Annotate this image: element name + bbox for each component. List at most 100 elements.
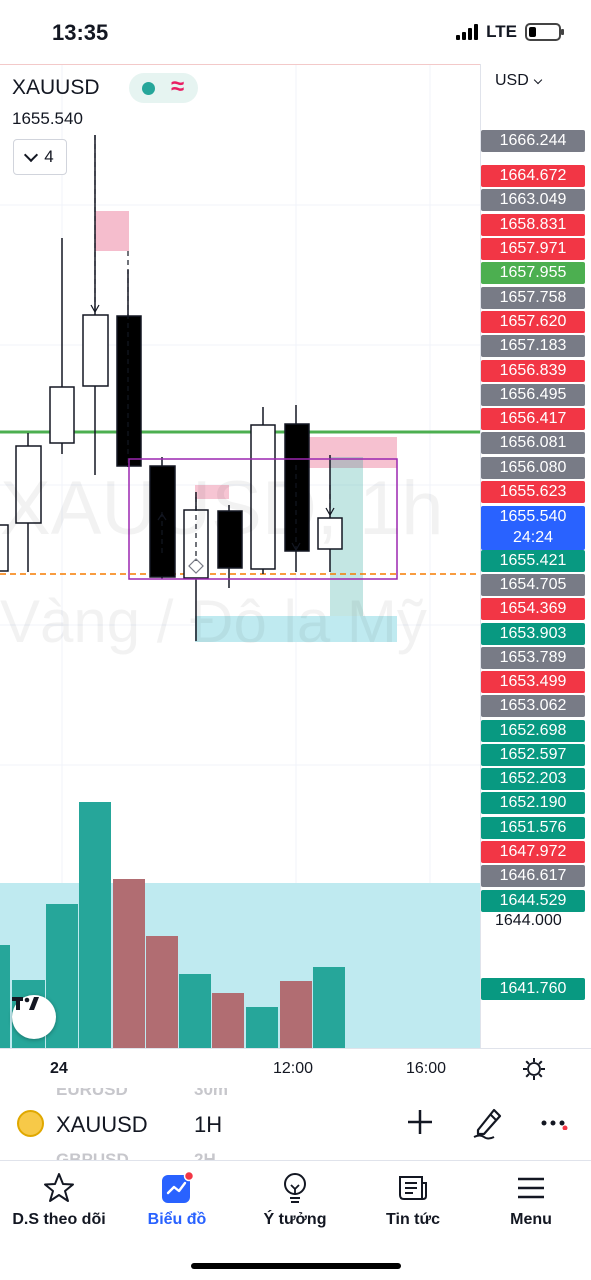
plus-icon[interactable]	[404, 1106, 436, 1138]
candle	[116, 315, 142, 467]
price-label: 1657.955	[481, 262, 585, 284]
price-label: 1644.000	[495, 912, 562, 929]
volume-bar	[246, 1007, 278, 1048]
price-value: 1653.903	[499, 625, 567, 642]
watermark-symbol: XAUUSD, 1h	[0, 466, 444, 551]
price-value: 1657.620	[499, 313, 567, 330]
nav-ideas[interactable]: Ý tưởng	[236, 1171, 354, 1229]
price-label: 1666.244	[481, 130, 585, 152]
price-label: 1663.049	[481, 189, 585, 211]
price-value: 1657.758	[499, 289, 567, 306]
price-value: 1652.203	[499, 770, 567, 787]
status-bar: 13:35 LTE	[0, 0, 591, 64]
chart-icon	[162, 1171, 194, 1203]
price-label: 1656.495	[481, 384, 585, 406]
volume-bar	[113, 879, 145, 1048]
chart-symbol[interactable]: XAUUSD	[12, 76, 100, 99]
volume-bar	[179, 974, 211, 1048]
price-label: 1652.597	[481, 744, 585, 766]
price-label: 1656.417	[481, 408, 585, 430]
price-value: 1658.831	[499, 216, 567, 233]
scroll-ghost-interval: 30m	[194, 1088, 229, 1099]
more-icon[interactable]	[540, 1118, 570, 1130]
price-label: 1657.758	[481, 287, 585, 309]
price-label: 1653.789	[481, 647, 585, 669]
price-value: 1654.369	[499, 600, 567, 617]
price-label: 1644.529	[481, 890, 585, 912]
time-label: 16:00	[406, 1060, 447, 1077]
price-value: 1656.839	[499, 362, 567, 379]
price-value: 1666.244	[499, 132, 567, 149]
price-label: 1653.062	[481, 695, 585, 717]
watermark-description: Vàng / Đô la Mỹ	[0, 588, 427, 655]
currency-selector[interactable]: USD	[495, 72, 543, 90]
volume-bar	[280, 981, 312, 1048]
symbol-toolbar: EURUSD 30m GBPUSD 2H XAUUSD 1H	[0, 1088, 591, 1160]
price-value: 1653.499	[499, 673, 567, 690]
chevron-down-icon	[24, 147, 39, 162]
time-axis[interactable]: 24 12:00 16:00	[0, 1048, 591, 1088]
nav-menu[interactable]: Menu	[472, 1171, 590, 1229]
price-label: 1654.369	[481, 598, 585, 620]
price-axis[interactable]: USD 1666.244 1664.672 1663.049 1658.831 1657…	[480, 64, 591, 1048]
price-label: 1646.617	[481, 865, 585, 887]
chevron-down-icon	[533, 75, 543, 84]
price-label: 1656.081	[481, 432, 585, 454]
last-price: 1655.540	[12, 109, 83, 128]
price-value: 1641.760	[499, 980, 567, 997]
price-label: 1658.831	[481, 214, 585, 236]
nav-chart[interactable]: Biểu đồ	[118, 1171, 236, 1229]
wave-icon: ≈	[171, 73, 185, 100]
price-label: 1656.839	[481, 360, 585, 382]
price-value: 1655.421	[499, 552, 567, 569]
scroll-ghost-symbol: GBPUSD	[56, 1150, 129, 1160]
home-indicator	[191, 1263, 401, 1269]
price-value: 1644.529	[499, 892, 567, 909]
symbol-selector[interactable]: XAUUSD	[56, 1112, 148, 1137]
candle	[317, 517, 343, 550]
price-value: 1655.540	[499, 508, 567, 525]
candle	[82, 314, 109, 387]
time-label: 24	[50, 1060, 68, 1077]
price-value: 1657.971	[499, 240, 567, 257]
interval-selector[interactable]: 1H	[194, 1112, 223, 1137]
price-value: 1657.955	[499, 264, 567, 281]
price-value: 1651.576	[499, 819, 567, 836]
signal-icon	[456, 24, 479, 40]
price-label: 1656.080	[481, 457, 585, 479]
price-value: 1652.698	[499, 722, 567, 739]
price-label: 1655.540 24:24	[481, 506, 585, 550]
price-label: 1655.421	[481, 550, 585, 572]
bottom-navigation: D.S theo dõi Biểu đồ Ý tưởng Tin tức	[0, 1160, 591, 1280]
time-label: 12:00	[273, 1060, 314, 1077]
bar-countdown: 24:24	[512, 529, 554, 546]
supply-zone	[195, 485, 229, 499]
price-value: 1655.623	[499, 483, 567, 500]
market-status-pill[interactable]: ≈	[129, 73, 198, 103]
price-value: 1646.617	[499, 867, 567, 884]
range-box	[128, 458, 398, 580]
gear-icon[interactable]	[522, 1057, 546, 1081]
chart-pane[interactable]: XAUUSD, 1h Vàng / Đô la Mỹ XAUUSD ≈ 1655…	[0, 64, 480, 1048]
target-zone	[195, 616, 397, 642]
price-label: 1655.623	[481, 481, 585, 503]
price-value: 1652.597	[499, 746, 567, 763]
supply-zone	[95, 211, 129, 251]
supply-zone	[297, 437, 397, 468]
price-label: 1654.705	[481, 574, 585, 596]
anchor-marker	[188, 558, 204, 574]
indicators-toggle-button[interactable]: 4	[13, 139, 67, 175]
tradingview-logo-icon[interactable]	[12, 995, 56, 1039]
candles	[0, 135, 343, 641]
pen-icon[interactable]	[470, 1104, 506, 1140]
candle	[250, 424, 276, 570]
price-label: 1652.203	[481, 768, 585, 790]
candle	[284, 423, 310, 552]
nav-watchlist[interactable]: D.S theo dõi	[0, 1171, 118, 1229]
lightbulb-icon	[284, 1173, 306, 1203]
price-label: 1641.760	[481, 978, 585, 1000]
candle	[217, 510, 243, 569]
volume-bar	[0, 945, 10, 1048]
nav-news[interactable]: Tin tức	[354, 1171, 472, 1229]
chart-canvas[interactable]	[0, 65, 480, 1048]
